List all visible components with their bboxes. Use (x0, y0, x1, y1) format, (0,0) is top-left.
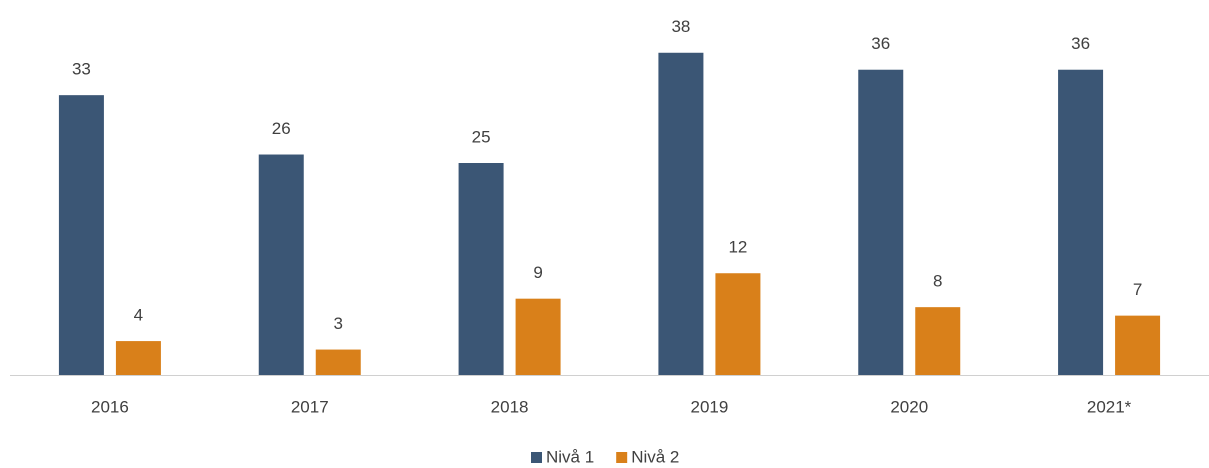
x-tick-label: 2016 (91, 397, 129, 416)
bar (1115, 315, 1161, 375)
bar (258, 154, 304, 375)
data-label: 26 (272, 119, 291, 138)
x-tick-label: 2021* (1087, 397, 1132, 416)
data-label: 7 (1133, 280, 1142, 299)
legend-swatch (616, 452, 628, 463)
data-label: 33 (72, 60, 91, 79)
data-label: 36 (1071, 34, 1090, 53)
x-tick-label: 2017 (291, 397, 329, 416)
bar (315, 349, 361, 375)
bar (458, 163, 504, 375)
data-label: 25 (472, 127, 491, 146)
x-tick-label: 2018 (491, 397, 529, 416)
legend-label: Nivå 2 (631, 447, 679, 466)
data-label: 8 (933, 272, 942, 291)
x-tick-label: 2020 (890, 397, 928, 416)
bar (58, 95, 104, 375)
data-label: 9 (533, 263, 542, 282)
legend-swatch (531, 452, 542, 463)
data-label: 38 (671, 17, 690, 36)
bar (658, 52, 704, 375)
data-label: 12 (728, 238, 747, 257)
data-label: 36 (871, 34, 890, 53)
bar (715, 273, 761, 375)
data-label: 3 (334, 314, 343, 333)
x-tick-label: 2019 (691, 397, 729, 416)
bar (115, 341, 161, 375)
bar (858, 69, 904, 375)
bar (915, 307, 961, 375)
bar (1058, 69, 1104, 375)
legend-label: Nivå 1 (546, 447, 594, 466)
bar (515, 298, 561, 375)
data-label: 4 (134, 306, 143, 325)
